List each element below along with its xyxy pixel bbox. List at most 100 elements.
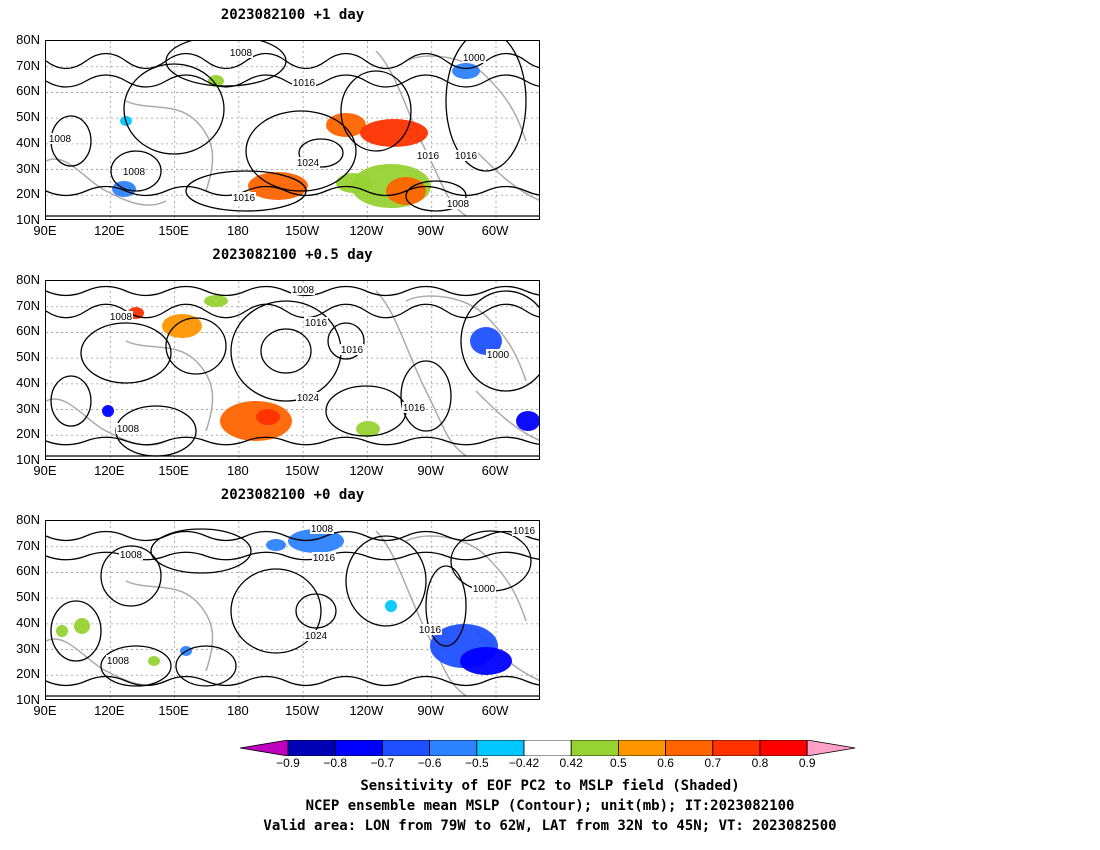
contour-label: 1008 (110, 312, 133, 323)
contour-label: 1016 (341, 345, 364, 356)
x-tick-label: 150E (158, 703, 189, 718)
colorbar-tick-label: −0.8 (323, 756, 348, 770)
x-tick-label: 90E (33, 463, 57, 478)
x-tick-label: 120W (349, 703, 384, 718)
mslp-contour (230, 300, 342, 402)
sensitivity-patch (74, 618, 90, 634)
y-tick-label: 50N (16, 349, 40, 365)
sensitivity-patch (56, 625, 68, 637)
panel-title: 2023082100 +1 day (220, 7, 365, 23)
colorbar-box (665, 740, 714, 756)
contour-label: 1008 (120, 550, 143, 561)
y-tick-label: 70N (16, 297, 40, 313)
sensitivity-patch (220, 401, 292, 441)
contour-label-bg (418, 624, 442, 635)
mslp-contour (46, 52, 539, 70)
x-tick-label: 150W (285, 463, 320, 478)
x-tick-label: 120E (94, 223, 125, 238)
sensitivity-patch (204, 295, 228, 307)
mslp-contour (445, 41, 527, 172)
colorbar-low-arrow (240, 740, 289, 756)
contour-label: 1016 (313, 553, 336, 564)
contour-label: 1008 (292, 285, 315, 296)
colorbar-high-arrow (806, 740, 856, 756)
panel-title: 2023082100 +0.5 day (212, 247, 373, 263)
sensitivity-patch (256, 409, 280, 425)
mslp-contour (245, 110, 357, 192)
colorbar-box (570, 740, 619, 756)
mslp-contour (110, 150, 162, 192)
contour-label-bg (446, 198, 470, 209)
y-tick-label: 60N (16, 563, 40, 579)
contour-label-bg (462, 52, 486, 63)
x-tick-label: 60W (481, 703, 509, 718)
colorbar-tick-label: −0.9 (276, 756, 300, 770)
mslp-contour (80, 322, 172, 384)
map-svg: 1008 1008 1016 1016 1000 1024 1016 1008 (46, 521, 539, 699)
colorbar-box (523, 740, 572, 756)
contour-label-bg (312, 552, 336, 563)
contour-label: 1000 (487, 350, 510, 361)
y-tick-label: 30N (16, 160, 40, 176)
contour-label-bg (119, 549, 143, 560)
x-tick-label: 180 (226, 703, 249, 718)
x-tick-label: 90W (417, 223, 445, 238)
colorbar-box (381, 740, 430, 756)
mslp-contour (230, 568, 322, 654)
map-panel: 1008 1008 1016 1016 1000 1024 1016 1008 (45, 280, 540, 460)
mslp-contour (100, 545, 162, 607)
mslp-contour (345, 535, 427, 627)
sensitivity-patch (360, 119, 428, 147)
y-tick-label: 40N (16, 374, 40, 390)
contour-label-bg (291, 284, 315, 295)
y-tick-label: 30N (16, 640, 40, 656)
contour-label-bg (292, 77, 316, 88)
coastline (125, 100, 214, 192)
x-tick-label: 150W (285, 703, 320, 718)
mslp-contour (46, 436, 539, 446)
colorbar-tick-label: 0.9 (798, 756, 816, 770)
y-tick-label: 20N (16, 426, 40, 442)
x-tick-label: 120E (94, 463, 125, 478)
x-tick-label: 120E (94, 703, 125, 718)
y-tick-label: 40N (16, 614, 40, 630)
contour-label-bg (48, 133, 72, 144)
contour-label: 1008 (107, 656, 130, 667)
x-tick-label: 60W (481, 223, 509, 238)
mslp-contour (50, 600, 102, 662)
coastline (375, 530, 467, 697)
contour-label-bg (486, 349, 510, 360)
contour-label: 1008 (49, 134, 72, 145)
colorbar-box (334, 740, 383, 756)
contour-label: 1016 (417, 151, 440, 162)
sensitivity-patch (148, 656, 160, 666)
colorbar-tick-label: −0.6 (417, 756, 442, 770)
x-tick-label: 90E (33, 223, 57, 238)
sensitivity-patch (248, 172, 308, 200)
mslp-contour (260, 328, 312, 374)
panel-title: 2023082100 +0 day (220, 487, 365, 503)
y-tick-label: 80N (16, 32, 40, 47)
y-tick-label: 20N (16, 666, 40, 682)
y-tick-label: 20N (16, 186, 40, 202)
contour-label-bg (296, 392, 320, 403)
sensitivity-patch (516, 411, 539, 431)
x-tick-label: 150E (158, 223, 189, 238)
sensitivity-patch (385, 600, 397, 612)
x-tick-label: 180 (226, 463, 249, 478)
coastline (405, 55, 527, 142)
contour-label-bg (229, 47, 253, 58)
colorbar-tick-label: 0.42 (559, 756, 583, 770)
colorbar-box (429, 740, 478, 756)
y-tick-label: 80N (16, 272, 40, 287)
x-tick-label: 150W (285, 223, 320, 238)
y-tick-label: 60N (16, 323, 40, 339)
x-tick-label: 90W (417, 463, 445, 478)
contour-label: 1000 (463, 53, 486, 64)
sensitivity-patch (326, 113, 366, 137)
mslp-contour (185, 170, 307, 212)
x-tick-label: 90E (33, 703, 57, 718)
mslp-contour (400, 360, 452, 432)
mslp-contour (298, 138, 344, 168)
contour-label: 1008 (117, 424, 140, 435)
